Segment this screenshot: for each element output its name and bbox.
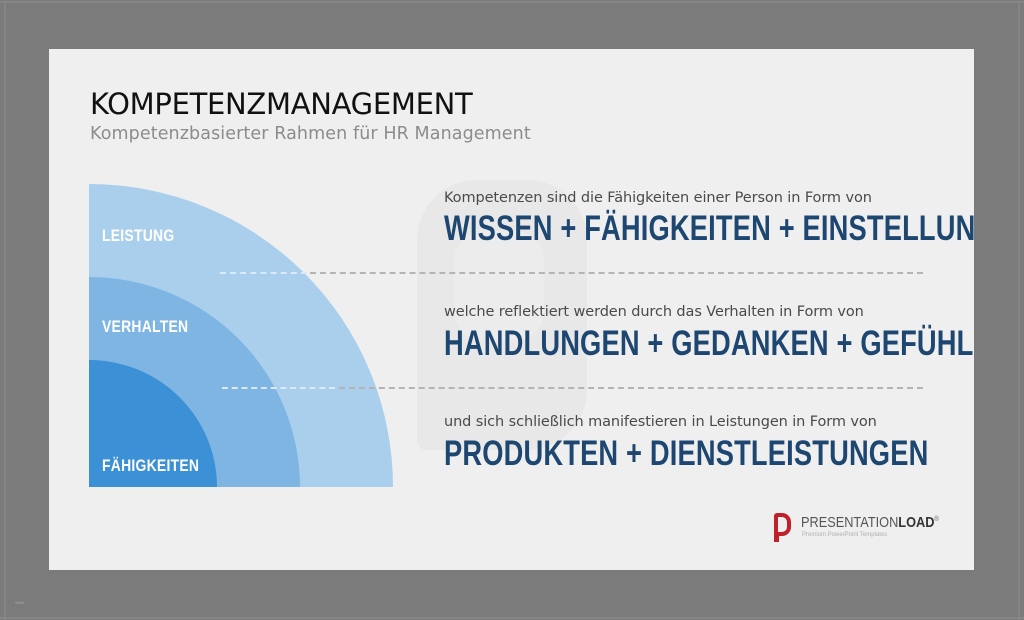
row-3-headline: PRODUKTEN + DIENSTLEISTUNGEN bbox=[444, 434, 929, 473]
arc-label-verhalten: VERHALTEN bbox=[102, 317, 189, 336]
competency-arc-diagram: LEISTUNG VERHALTEN FÄHIGKEITEN bbox=[89, 184, 394, 487]
arc-label-leistung: LEISTUNG bbox=[102, 226, 175, 245]
frame-edge-left bbox=[4, 0, 6, 620]
logo-registered: ® bbox=[934, 516, 939, 523]
frame-edge-top bbox=[0, 1, 1024, 3]
row-1-headline: WISSEN + FÄHIGKEITEN + EINSTELLUNG bbox=[444, 209, 974, 248]
row-1-lead: Kompetenzen sind die Fähigkeiten einer P… bbox=[444, 190, 872, 206]
logo-name-bold: LOAD bbox=[898, 514, 935, 531]
divider-2 bbox=[339, 387, 923, 389]
presentationload-logo: PRESENTATIONLOAD® Premium PowerPoint Tem… bbox=[771, 511, 971, 547]
frame-edge-bottom bbox=[0, 617, 1024, 619]
divider-2-inner bbox=[222, 387, 335, 389]
logo-name-light: PRESENTATION bbox=[801, 514, 899, 531]
frame-edge-right bbox=[1018, 0, 1020, 620]
divider-1-inner bbox=[220, 272, 307, 274]
logo-wordmark: PRESENTATIONLOAD® bbox=[801, 514, 939, 531]
logo-p-tail bbox=[774, 533, 779, 542]
slide-title: KOMPETENZMANAGEMENT bbox=[90, 87, 473, 121]
slide: KOMPETENZMANAGEMENT Kompetenzbasierter R… bbox=[49, 49, 974, 570]
row-3-lead: und sich schließlich manifestieren in Le… bbox=[444, 414, 877, 430]
logo-p-icon bbox=[774, 513, 791, 536]
slide-subtitle: Kompetenzbasierter Rahmen für HR Managem… bbox=[90, 124, 531, 144]
arc-label-faehigkeiten: FÄHIGKEITEN bbox=[102, 456, 200, 475]
row-2-lead: welche reflektiert werden durch das Verh… bbox=[444, 304, 864, 320]
row-2-headline: HANDLUNGEN + GEDANKEN + GEFÜHLEN bbox=[444, 324, 974, 363]
divider-1 bbox=[310, 272, 923, 274]
watermark-p-counter bbox=[454, 231, 544, 341]
logo-tagline: Premium PowerPoint Templates bbox=[802, 532, 888, 538]
corner-note: Seite bbox=[15, 600, 25, 605]
